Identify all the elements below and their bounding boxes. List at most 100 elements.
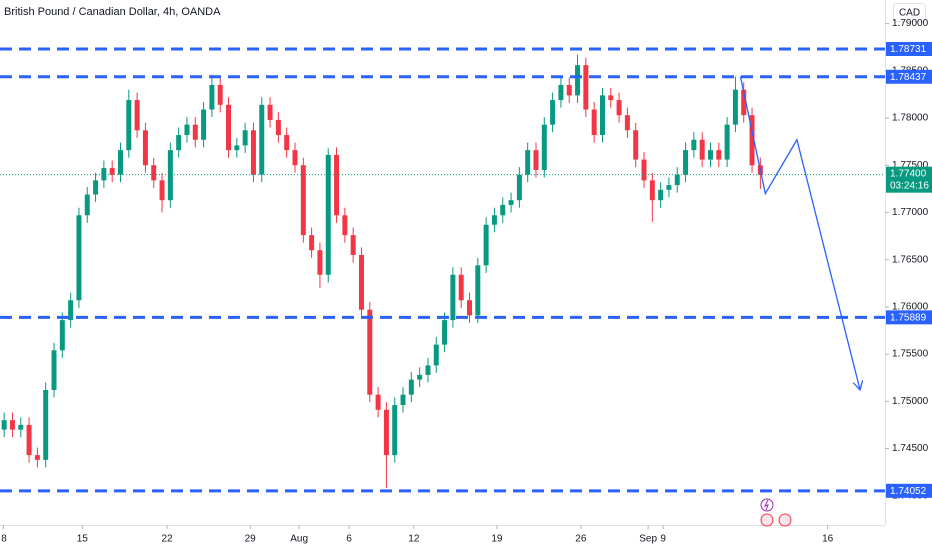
- candle-body: [433, 344, 439, 366]
- x-tick-label: 29: [245, 534, 257, 545]
- x-tick-label: 22: [161, 534, 173, 545]
- candle-body: [467, 300, 472, 316]
- candle-body: [292, 150, 298, 166]
- candle-body: [624, 115, 630, 131]
- projection-arrowhead: [852, 380, 864, 392]
- candle-body: [84, 194, 90, 216]
- candle-body: [259, 104, 265, 175]
- candle-body: [34, 455, 40, 460]
- event-icon[interactable]: [760, 513, 774, 527]
- x-tick-label: 19: [491, 534, 503, 545]
- candle-body: [708, 150, 713, 160]
- candle-body: [217, 84, 223, 105]
- candle-body: [317, 250, 323, 275]
- candle-body: [417, 374, 423, 380]
- candle-body: [192, 124, 198, 140]
- candle-body: [68, 300, 74, 321]
- candle-body: [425, 365, 431, 375]
- candle-body: [491, 215, 497, 225]
- level-tag-label: 1.74052: [890, 486, 927, 497]
- candle-body: [566, 84, 572, 96]
- event-icons: [760, 498, 792, 527]
- candle-body: [167, 150, 173, 201]
- candle-body: [641, 159, 647, 181]
- y-tick-label: 1.75500: [892, 349, 929, 360]
- candle-body: [408, 379, 414, 395]
- candle-body: [749, 115, 755, 166]
- event-glyph: [764, 499, 769, 511]
- candle-body: [118, 150, 123, 175]
- candle-body: [93, 180, 99, 195]
- level-tag: [886, 42, 932, 57]
- x-tick-label: 26: [575, 534, 587, 545]
- candle-body: [575, 65, 581, 96]
- candle-body: [134, 100, 140, 131]
- candle-body: [26, 424, 32, 456]
- currency-label[interactable]: CAD: [899, 8, 920, 19]
- candle-body: [716, 150, 722, 160]
- candle-body: [691, 139, 697, 151]
- candle-body: [591, 109, 597, 136]
- candle-body: [666, 185, 672, 190]
- candle-body: [583, 65, 589, 110]
- candle-body: [43, 389, 49, 460]
- event-icon[interactable]: [778, 513, 792, 527]
- candle-body: [724, 124, 730, 160]
- candle-body: [151, 165, 157, 181]
- candle-body: [508, 200, 514, 205]
- candle-body: [500, 204, 506, 216]
- candle-body: [59, 320, 65, 351]
- candle-body: [616, 100, 622, 116]
- y-tick-label: 1.76000: [892, 302, 929, 313]
- last-price-tag: [886, 166, 932, 193]
- candle-body: [392, 405, 398, 456]
- candle-body: [475, 265, 481, 316]
- candle-body: [741, 89, 747, 116]
- y-tick-label: 1.76500: [892, 254, 929, 265]
- level-tag-label: 1.78731: [890, 44, 927, 55]
- x-tick-label: 6: [346, 534, 352, 545]
- x-tick-label: 12: [408, 534, 420, 545]
- x-tick-label: Sep: [639, 534, 657, 545]
- currency-button[interactable]: [893, 3, 926, 22]
- x-tick-label: Aug: [290, 534, 308, 545]
- candle-body: [541, 124, 547, 170]
- y-tick-label: 1.77500: [892, 160, 929, 171]
- candle-body: [450, 274, 456, 321]
- x-tick-label: 8: [1, 534, 7, 545]
- candle-body: [325, 154, 331, 275]
- level-tag: [886, 69, 932, 84]
- candle-body: [176, 135, 182, 151]
- candle-body: [367, 309, 373, 395]
- candle-body: [442, 320, 448, 345]
- x-tick-label: 15: [77, 534, 89, 545]
- candle-body: [732, 89, 738, 125]
- y-tick-label: 1.75000: [892, 396, 929, 407]
- candle-body: [599, 95, 605, 136]
- level-tag-label: 1.78437: [890, 72, 927, 83]
- x-tick-label: 16: [822, 534, 834, 545]
- candle-body: [658, 189, 664, 201]
- candle-body: [18, 424, 24, 430]
- level-tag: [886, 310, 932, 325]
- candle-body: [483, 224, 489, 266]
- candle-body: [300, 165, 306, 236]
- candle-body: [101, 168, 107, 181]
- candle-body: [533, 150, 539, 170]
- candle-body: [9, 420, 15, 430]
- level-tag-label: 1.75889: [890, 313, 927, 324]
- candle-body: [109, 168, 115, 175]
- candle-body: [226, 104, 232, 151]
- candle-body: [201, 109, 207, 140]
- candle-body: [674, 174, 680, 186]
- candle-body: [649, 180, 655, 201]
- chart-title: British Pound / Canadian Dollar, 4h, OAN…: [4, 6, 221, 18]
- candle-body: [209, 84, 215, 110]
- countdown: 03:24:16: [890, 180, 929, 191]
- x-tick-label: 9: [660, 534, 666, 545]
- candle-body: [267, 104, 273, 120]
- last-price-label: 1.77400: [890, 168, 927, 179]
- candle-body: [458, 274, 464, 301]
